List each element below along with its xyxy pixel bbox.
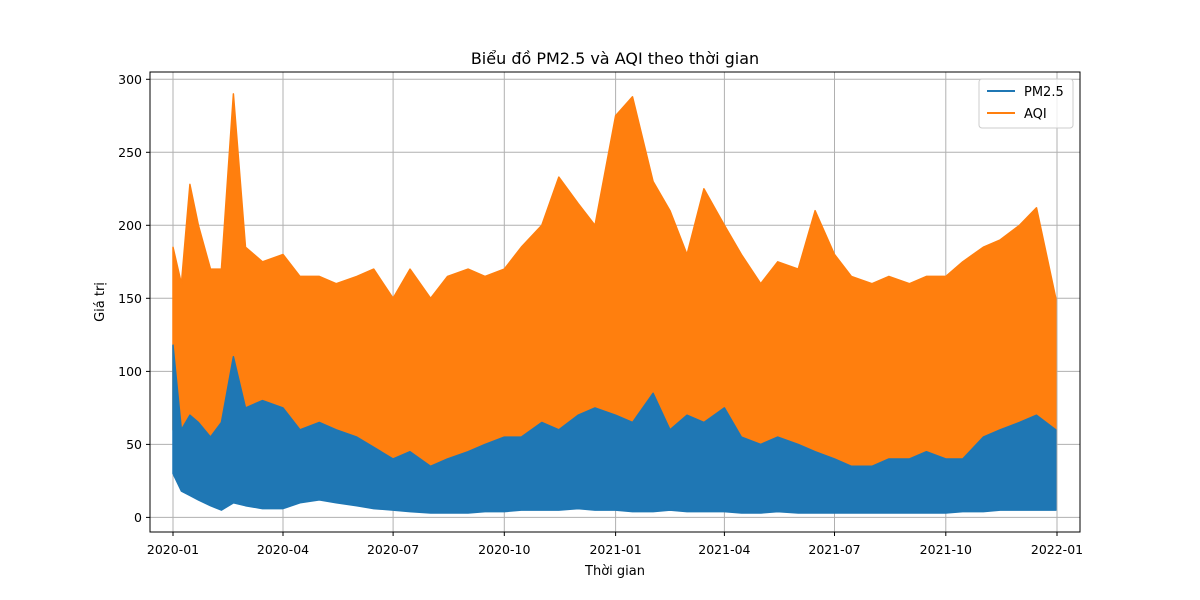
x-tick-label: 2020-01	[147, 542, 199, 557]
x-tick-label: 2020-04	[257, 542, 309, 557]
plot-frame	[149, 71, 1081, 533]
y-tick-label: 100	[118, 364, 142, 379]
ticks: 2020-01 2020-04 2020-07 2020-10 2021-01 2021-…	[118, 72, 1083, 557]
y-tick-label: 200	[118, 218, 142, 233]
series-layer	[172, 93, 1057, 514]
y-tick-label: 150	[118, 291, 142, 306]
y-axis-label: Giá trị	[93, 282, 108, 322]
x-tick-label: 2021-10	[920, 542, 972, 557]
x-axis-label: Thời gian	[584, 564, 645, 579]
chart-title: Biểu đồ PM2.5 và AQI theo thời gian	[471, 49, 759, 68]
legend-label-aqi: AQI	[1024, 107, 1047, 122]
x-tick-label: 2022-01	[1031, 542, 1083, 557]
x-tick-label: 2021-07	[808, 542, 860, 557]
x-tick-label: 2020-07	[367, 542, 419, 557]
y-tick-label: 250	[118, 145, 142, 160]
y-tick-label: 0	[134, 510, 142, 525]
x-tick-label: 2021-04	[698, 542, 750, 557]
x-tick-label: 2021-01	[589, 542, 641, 557]
legend: PM2.5 AQI	[978, 78, 1074, 129]
y-tick-label: 300	[118, 72, 142, 87]
x-tick-label: 2020-10	[478, 542, 530, 557]
series-band-pm25	[172, 344, 1057, 514]
legend-label-pm25: PM2.5	[1024, 85, 1064, 100]
y-tick-label: 50	[126, 437, 142, 452]
